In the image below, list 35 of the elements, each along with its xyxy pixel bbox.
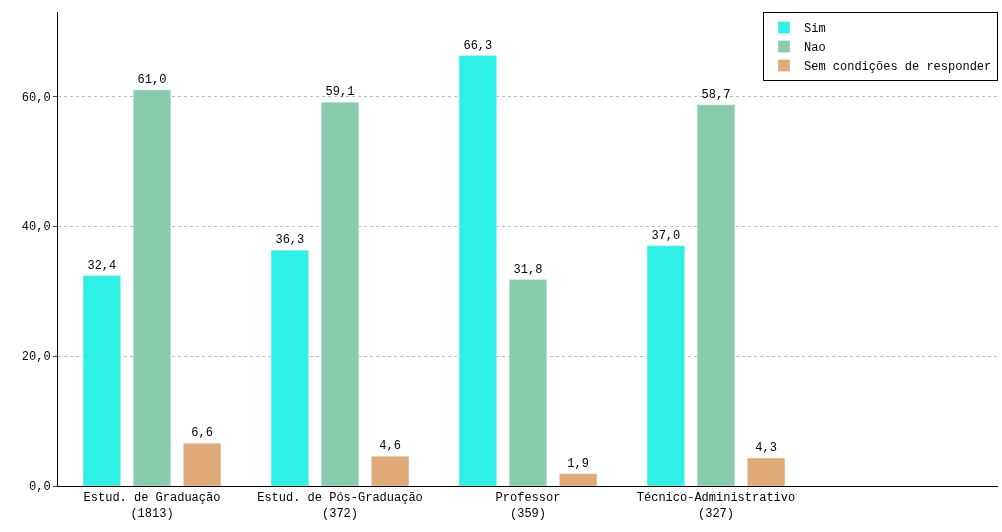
bar	[132, 89, 172, 486]
data-label: 1,9	[567, 456, 589, 471]
legend-label: Nao	[804, 41, 826, 56]
bar	[646, 245, 685, 486]
bar	[747, 457, 786, 486]
x-tick-label: Técnico-Administrativo (327)	[636, 491, 796, 521]
bar	[270, 250, 309, 486]
y-tick-label: 60,0	[21, 90, 51, 105]
y-tick-label: 0,0	[28, 480, 51, 495]
bar	[82, 275, 121, 486]
data-label: 4,3	[755, 441, 777, 456]
data-label: 59,1	[325, 85, 355, 100]
y-tick-label: 20,0	[21, 350, 51, 365]
data-label: 66,3	[463, 38, 493, 53]
data-label: 58,7	[701, 87, 731, 102]
x-tick-label: Estud. de Graduação (1813)	[83, 491, 221, 521]
x-tick-label: Estud. de Pós-Graduação (372)	[257, 491, 423, 521]
data-label: 31,8	[513, 262, 543, 277]
y-tick-label: 40,0	[21, 220, 51, 235]
data-label: 32,4	[87, 258, 117, 273]
bar	[559, 473, 598, 486]
data-label: 61,0	[137, 72, 167, 87]
bar	[696, 104, 736, 486]
legend-label: Sem condições de responder	[804, 60, 992, 75]
bar	[508, 279, 548, 486]
data-label: 36,3	[275, 233, 305, 248]
legend-label: Sim	[804, 22, 826, 37]
data-label: 6,6	[191, 426, 213, 441]
data-label: 37,0	[651, 228, 681, 243]
x-tick-label: Professor (359)	[495, 491, 561, 521]
bar	[371, 455, 410, 486]
bar	[458, 55, 497, 486]
bar	[183, 442, 222, 486]
data-label: 4,6	[379, 439, 401, 454]
bar	[320, 102, 360, 486]
